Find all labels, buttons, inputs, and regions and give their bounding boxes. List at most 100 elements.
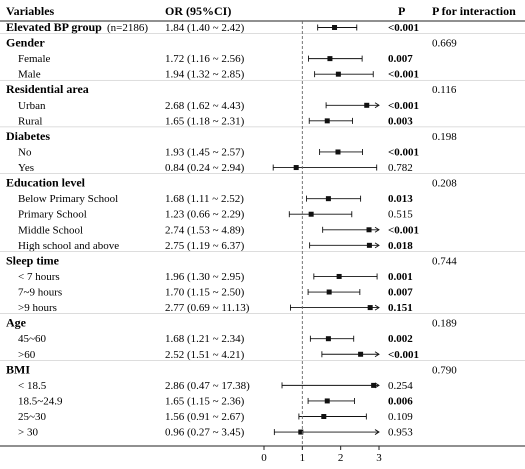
group-5-row-0-label: 45~60 (18, 333, 46, 345)
group-5-row-1-label: >60 (18, 349, 36, 361)
overall-p: <0.001 (388, 22, 419, 34)
group-5-row-1-p: <0.001 (388, 349, 419, 361)
group-3-row-2-label: Middle School (18, 224, 83, 236)
group-4-row-2-p: 0.151 (388, 302, 413, 314)
group-6-row-0-or-text: 2.86 (0.47 ~ 17.38) (165, 380, 250, 392)
group-1-row-1-label: Rural (18, 115, 42, 127)
group-1-row-1-p: 0.003 (388, 115, 413, 127)
group-1-row-1-point (324, 118, 330, 124)
header-p: P (398, 4, 405, 18)
group-2-row-0-point (335, 149, 341, 155)
group-1-row-0-p: <0.001 (388, 100, 419, 112)
group-6-p-interaction: 0.790 (432, 364, 457, 376)
group-6-row-0-ci-arrow (374, 382, 380, 389)
group-2-row-0-p: <0.001 (388, 146, 419, 158)
group-2-row-1-label: Yes (18, 162, 34, 174)
group-3-row-3-p: 0.018 (388, 240, 413, 252)
group-3-row-3-point (366, 242, 372, 248)
group-6-row-1-point (324, 398, 330, 404)
group-0-row-0-or-text: 1.72 (1.16 ~ 2.56) (165, 53, 245, 65)
group-3-row-1-or-text: 1.23 (0.66 ~ 2.29) (165, 209, 245, 221)
group-0-row-0-point (327, 56, 333, 62)
x-tick-label-0: 0 (261, 452, 267, 464)
group-0-row-1-point (335, 71, 341, 77)
group-5-row-0-point (325, 336, 331, 342)
group-1-row-0-or-text: 2.68 (1.62 ~ 4.43) (165, 100, 245, 112)
group-1-title: Residential area (6, 82, 89, 96)
group-4-row-0-or-text: 1.96 (1.30 ~ 2.95) (165, 271, 245, 283)
group-3-row-1-p: 0.515 (388, 209, 413, 221)
group-6-row-3-p: 0.953 (388, 427, 413, 439)
group-1-row-0-ci-arrow (374, 102, 380, 109)
group-4-title: Sleep time (6, 253, 60, 267)
forest-rows: Elevated BP group (n=2186) 1.84 (1.40 ~ 2.… (0, 20, 525, 439)
group-3-row-2-p: <0.001 (388, 224, 419, 236)
overall-label: Elevated BP group (6, 20, 102, 34)
group-0-row-1-or-text: 1.94 (1.32 ~ 2.85) (165, 69, 245, 81)
header-p-interaction: P for interaction (432, 4, 516, 18)
group-3-row-3-label: High school and above (18, 240, 119, 252)
group-5-row-1-or-text: 2.52 (1.51 ~ 4.21) (165, 349, 245, 361)
group-2-row-1-point (293, 165, 299, 171)
group-1-row-1-or-text: 1.65 (1.18 ~ 2.31) (165, 115, 245, 127)
group-0-row-1-label: Male (18, 69, 41, 81)
x-tick-label-2: 2 (338, 452, 344, 464)
group-2-row-1-or-text: 0.84 (0.24 ~ 2.94) (165, 162, 245, 174)
group-6-row-3-or-text: 0.96 (0.27 ~ 3.45) (165, 427, 245, 439)
group-3-row-2-point (366, 227, 372, 233)
group-4-p-interaction: 0.744 (432, 255, 457, 267)
overall-or-text: 1.84 (1.40 ~ 2.42) (165, 22, 245, 34)
group-6-row-1-label: 18.5~24.9 (18, 395, 63, 407)
group-6-row-2-label: 25~30 (18, 411, 46, 423)
group-4-row-0-point (336, 273, 342, 279)
group-5-row-0-or-text: 1.68 (1.21 ~ 2.34) (165, 333, 245, 345)
group-3-row-0-p: 0.013 (388, 193, 413, 205)
group-4-row-2-point (367, 305, 373, 311)
group-6-row-0-point (371, 382, 377, 388)
group-4-row-1-label: 7~9 hours (18, 287, 62, 299)
group-4-row-2-label: >9 hours (18, 302, 57, 314)
group-6-row-0-label: < 18.5 (18, 380, 47, 392)
group-6-row-2-point (321, 414, 327, 419)
header-or: OR (95%CI) (165, 4, 231, 18)
group-2-title: Diabetes (6, 129, 50, 143)
group-4-row-2-ci-arrow (374, 304, 380, 311)
group-6-row-2-p: 0.109 (388, 411, 413, 423)
group-3-row-0-label: Below Primary School (18, 193, 118, 205)
header-variables: Variables (6, 4, 55, 18)
group-0-title: Gender (6, 36, 45, 50)
group-3-row-0-point (325, 196, 331, 202)
group-6-row-2-or-text: 1.56 (0.91 ~ 2.67) (165, 411, 245, 423)
group-2-p-interaction: 0.198 (432, 131, 457, 143)
group-3-row-1-label: Primary School (18, 209, 87, 221)
group-0-row-0-p: 0.007 (388, 53, 413, 65)
group-4-row-1-point (326, 289, 332, 295)
group-1-row-0-point (364, 102, 370, 108)
group-3-row-0-or-text: 1.68 (1.11 ~ 2.52) (165, 193, 244, 205)
group-4-row-1-or-text: 1.70 (1.15 ~ 2.50) (165, 287, 245, 299)
group-4-row-0-label: < 7 hours (18, 271, 60, 283)
group-6-row-3-label: > 30 (18, 427, 38, 439)
group-6-row-3-point (298, 429, 304, 435)
group-3-row-2-or-text: 2.74 (1.53 ~ 4.89) (165, 224, 245, 236)
x-axis: 0 1 2 3 (0, 21, 525, 464)
group-1-row-0-label: Urban (18, 100, 46, 112)
group-6-row-1-p: 0.006 (388, 395, 413, 407)
group-3-row-3-ci-arrow (374, 242, 380, 249)
group-6-title: BMI (6, 362, 30, 376)
group-3-p-interaction: 0.208 (432, 178, 457, 190)
overall-point (332, 25, 338, 30)
x-tick-label-3: 3 (376, 452, 382, 464)
group-2-row-0-or-text: 1.93 (1.45 ~ 2.57) (165, 146, 245, 158)
group-6-row-3-ci-arrow (374, 429, 380, 435)
group-3-title: Education level (6, 176, 86, 190)
group-5-title: Age (6, 316, 27, 330)
group-5-row-1-point (358, 351, 364, 357)
group-0-row-1-p: <0.001 (388, 69, 419, 81)
group-5-p-interaction: 0.189 (432, 318, 457, 330)
overall-n: (n=2186) (107, 22, 148, 34)
group-4-row-0-p: 0.001 (388, 271, 413, 283)
group-0-row-0-label: Female (18, 53, 50, 65)
group-6-row-1-or-text: 1.65 (1.15 ~ 2.36) (165, 395, 245, 407)
x-tick-label-1: 1 (300, 452, 306, 464)
